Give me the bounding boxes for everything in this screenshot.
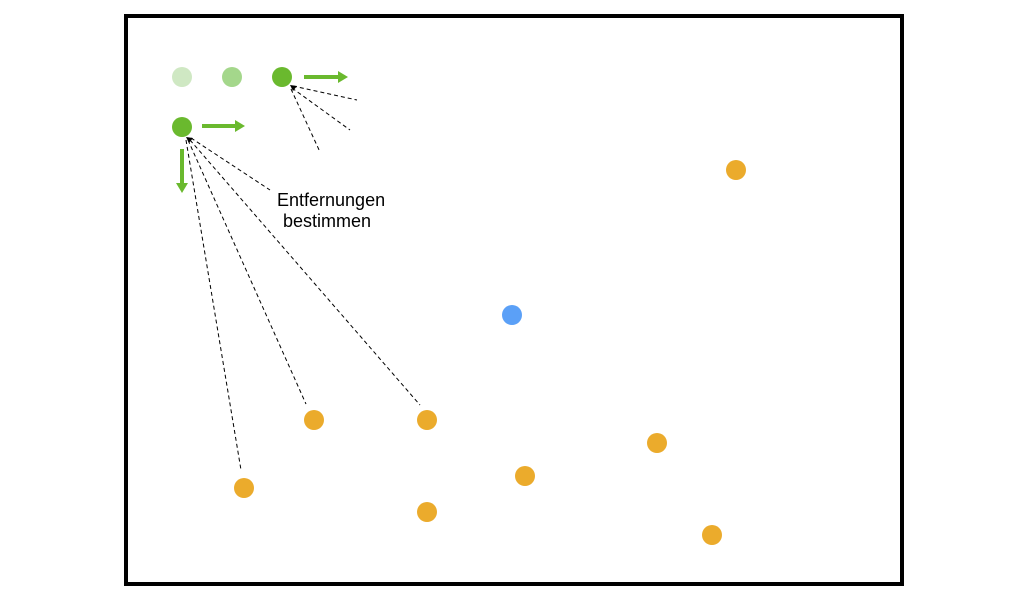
- distance-line-arrowhead: [290, 85, 297, 91]
- annotation-line-1: Entfernungen: [277, 190, 385, 210]
- annotation-line-2: bestimmen: [283, 211, 371, 231]
- target-point: [726, 160, 746, 180]
- arrow-right-icon: [202, 120, 245, 132]
- distance-line-arrowhead: [186, 137, 193, 143]
- distance-line: [190, 137, 271, 191]
- distance-line: [292, 85, 358, 101]
- target-point: [304, 410, 324, 430]
- agent-trail-point: [222, 67, 242, 87]
- arrow-down-icon: [176, 149, 188, 193]
- distance-line: [290, 88, 321, 153]
- target-points: [234, 160, 746, 545]
- frame-border: [124, 14, 904, 586]
- target-point: [702, 525, 722, 545]
- target-point: [647, 433, 667, 453]
- distance-line: [189, 139, 421, 406]
- agent-point: [172, 117, 192, 137]
- target-point: [515, 466, 535, 486]
- distance-lines-lower-agent: [185, 137, 421, 471]
- center-point: [502, 305, 522, 325]
- target-point: [417, 410, 437, 430]
- target-point: [234, 478, 254, 498]
- distance-line: [291, 87, 351, 131]
- arrow-right-icon: [304, 71, 348, 83]
- distance-line: [187, 139, 307, 405]
- agent-trail-point: [172, 67, 192, 87]
- distance-lines-upper-agent: [290, 85, 358, 153]
- target-point: [417, 502, 437, 522]
- agent-point: [272, 67, 292, 87]
